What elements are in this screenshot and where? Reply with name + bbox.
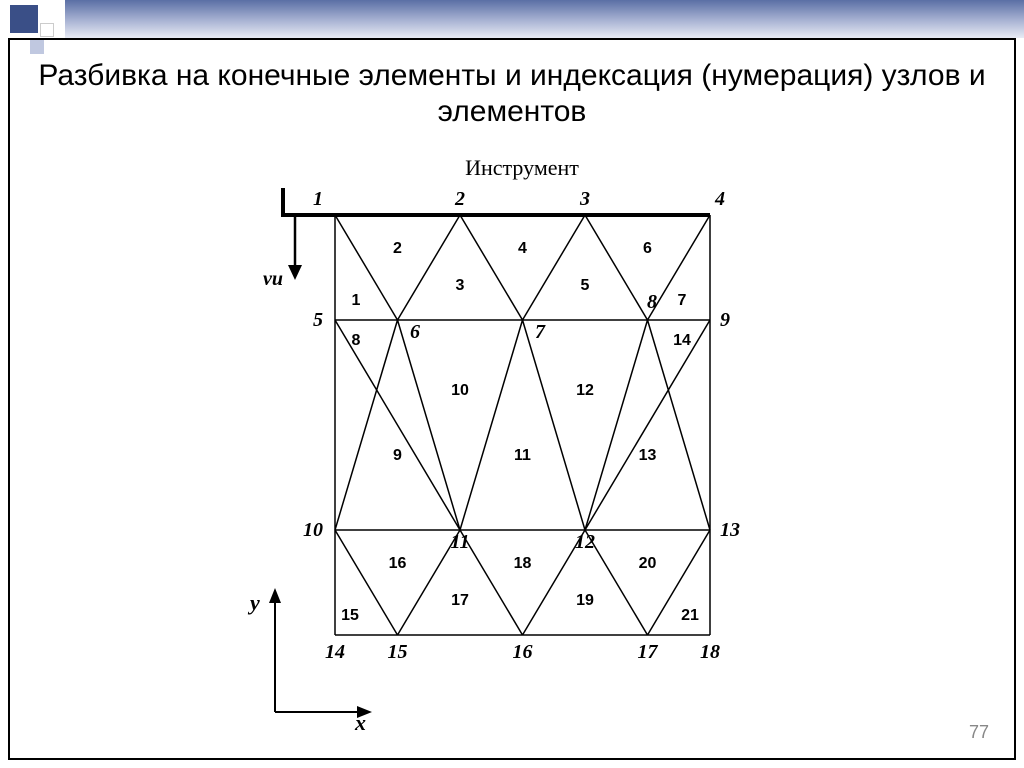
svg-text:8: 8 bbox=[352, 332, 361, 349]
svg-text:4: 4 bbox=[714, 188, 725, 210]
element-labels: 123456789101112131415161718192021 bbox=[341, 240, 699, 624]
svg-text:7: 7 bbox=[678, 292, 687, 309]
fem-mesh-diagram: 123456789101112131415161718192021 123456… bbox=[215, 150, 835, 740]
svg-text:12: 12 bbox=[575, 531, 595, 553]
svg-text:15: 15 bbox=[341, 607, 359, 624]
svg-text:14: 14 bbox=[325, 641, 345, 663]
svg-text:3: 3 bbox=[579, 188, 590, 210]
svg-text:10: 10 bbox=[303, 519, 323, 541]
svg-text:13: 13 bbox=[720, 519, 740, 541]
svg-text:1: 1 bbox=[352, 292, 361, 309]
svg-text:16: 16 bbox=[389, 555, 407, 572]
svg-text:5: 5 bbox=[581, 277, 590, 294]
svg-text:9: 9 bbox=[393, 447, 402, 464]
svg-text:9: 9 bbox=[720, 309, 730, 331]
svg-text:3: 3 bbox=[456, 277, 465, 294]
svg-text:6: 6 bbox=[410, 321, 420, 343]
svg-text:19: 19 bbox=[576, 592, 594, 609]
svg-text:2: 2 bbox=[454, 188, 465, 210]
svg-text:15: 15 bbox=[388, 641, 408, 663]
svg-text:5: 5 bbox=[313, 309, 323, 331]
svg-text:21: 21 bbox=[681, 607, 699, 624]
svg-text:17: 17 bbox=[638, 641, 659, 663]
slide-title: Разбивка на конечные элементы и индексац… bbox=[0, 58, 1024, 130]
tool-label: Инструмент bbox=[465, 155, 579, 180]
page-number: 77 bbox=[969, 722, 989, 743]
svg-text:4: 4 bbox=[518, 240, 527, 257]
svg-text:16: 16 bbox=[513, 641, 533, 663]
header-gradient bbox=[65, 0, 1024, 38]
node-labels: 123456789101112131415161718 bbox=[303, 188, 740, 663]
mesh-lines bbox=[335, 215, 710, 635]
instrument-tool bbox=[281, 188, 710, 280]
svg-text:17: 17 bbox=[451, 592, 469, 609]
svg-text:2: 2 bbox=[393, 240, 402, 257]
svg-text:1: 1 bbox=[313, 188, 323, 210]
svg-text:7: 7 bbox=[535, 321, 546, 343]
svg-text:8: 8 bbox=[647, 291, 657, 313]
svg-text:18: 18 bbox=[700, 641, 720, 663]
svg-text:18: 18 bbox=[514, 555, 532, 572]
velocity-label: vи bbox=[263, 268, 283, 290]
svg-text:12: 12 bbox=[576, 382, 594, 399]
svg-text:11: 11 bbox=[451, 531, 470, 553]
svg-text:6: 6 bbox=[643, 240, 652, 257]
svg-text:14: 14 bbox=[673, 332, 691, 349]
x-axis-label: x bbox=[354, 710, 366, 735]
svg-text:10: 10 bbox=[451, 382, 469, 399]
svg-text:11: 11 bbox=[514, 447, 531, 464]
y-axis-label: y bbox=[247, 590, 260, 615]
svg-text:20: 20 bbox=[639, 555, 657, 572]
svg-text:13: 13 bbox=[639, 447, 657, 464]
